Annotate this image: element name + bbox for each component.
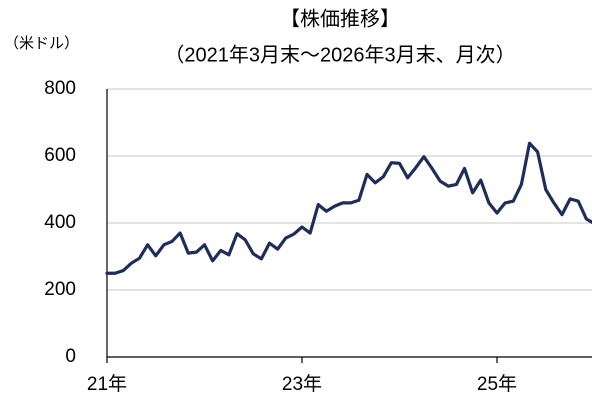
chart-subtitle: （2021年3月末～2026年3月末、月次） bbox=[164, 43, 515, 66]
y-tick-label: 400 bbox=[44, 212, 76, 233]
chart-title: 【株価推移】 bbox=[280, 7, 400, 30]
y-axis-label: （米ドル） bbox=[4, 35, 79, 52]
x-tick-label: 21年 bbox=[87, 373, 127, 395]
y-tick-label: 800 bbox=[44, 78, 76, 99]
x-tick-label: 23年 bbox=[282, 373, 322, 395]
line bbox=[105, 141, 592, 275]
y-tick-label: 600 bbox=[44, 145, 76, 166]
y-tick-label: 0 bbox=[65, 346, 76, 367]
y-tick-label: 200 bbox=[44, 279, 76, 300]
x-tick-label: 25年 bbox=[477, 373, 517, 395]
